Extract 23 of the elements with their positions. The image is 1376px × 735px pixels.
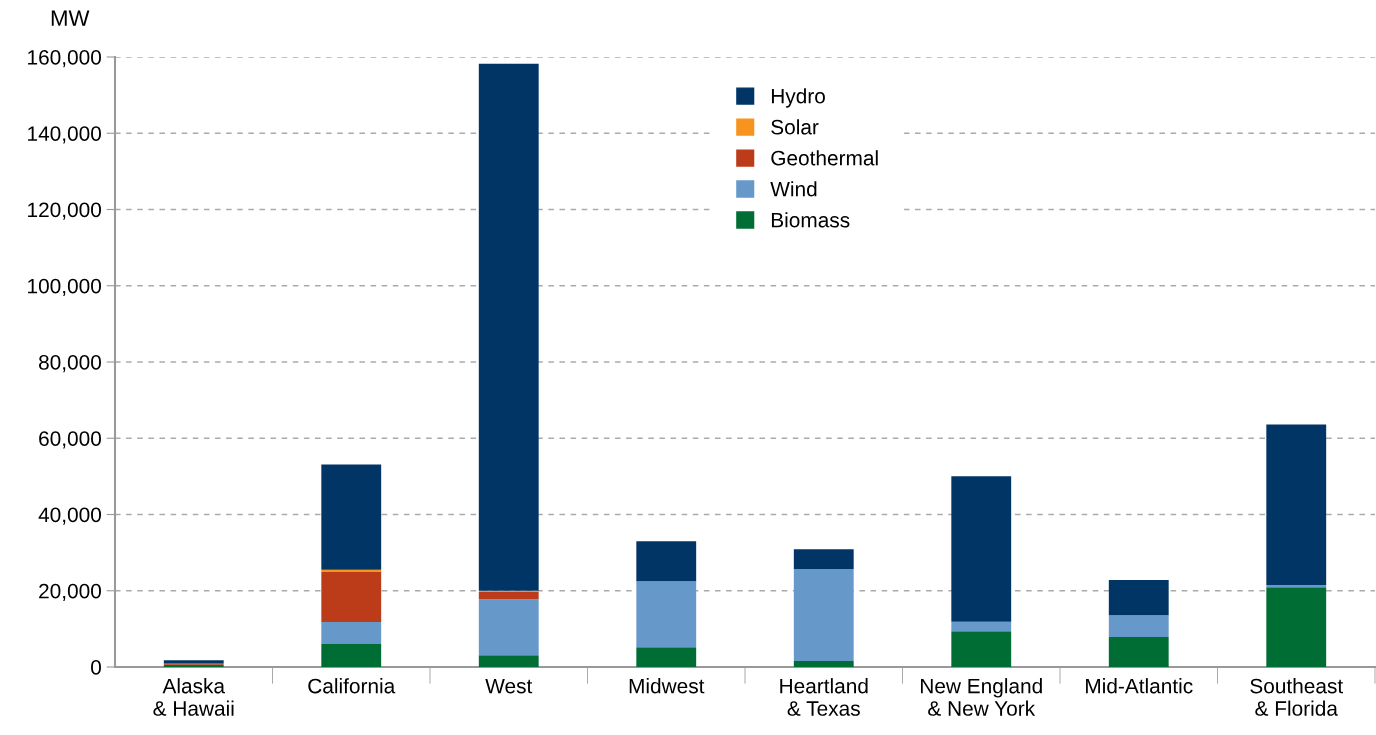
- y-tick-label: 140,000: [28, 126, 101, 144]
- x-tick-label: California: [308, 678, 396, 694]
- legend-label: Hydro: [771, 88, 825, 108]
- y-tick-label: 160,000: [28, 50, 101, 68]
- y-tick-label: 120,000: [28, 202, 101, 220]
- y-axis-title: MW: [51, 10, 90, 26]
- x-tick-label: Alaska & Hawaii: [153, 678, 234, 716]
- legend-label: Solar: [771, 119, 819, 135]
- legend-label: Biomass: [771, 212, 850, 228]
- y-tick-label: 80,000: [39, 355, 101, 373]
- x-tick-label: West: [485, 678, 533, 694]
- x-tick-label: Heartland & Texas: [780, 678, 868, 716]
- x-tick-label: Southeast & Florida: [1250, 678, 1344, 716]
- y-tick-label: 0: [91, 660, 101, 675]
- x-tick-label: Midwest: [629, 678, 705, 694]
- y-tick-label: 40,000: [38, 507, 101, 525]
- y-tick-label: 20,000: [39, 583, 101, 601]
- y-tick-label: 60,000: [39, 431, 101, 449]
- x-tick-label: New England & New York: [921, 678, 1042, 716]
- legend-label: Geothermal: [771, 150, 878, 166]
- y-tick-label: 100,000: [28, 278, 101, 296]
- x-tick-label: Mid-Atlantic: [1086, 678, 1193, 694]
- legend-label: Wind: [770, 181, 817, 197]
